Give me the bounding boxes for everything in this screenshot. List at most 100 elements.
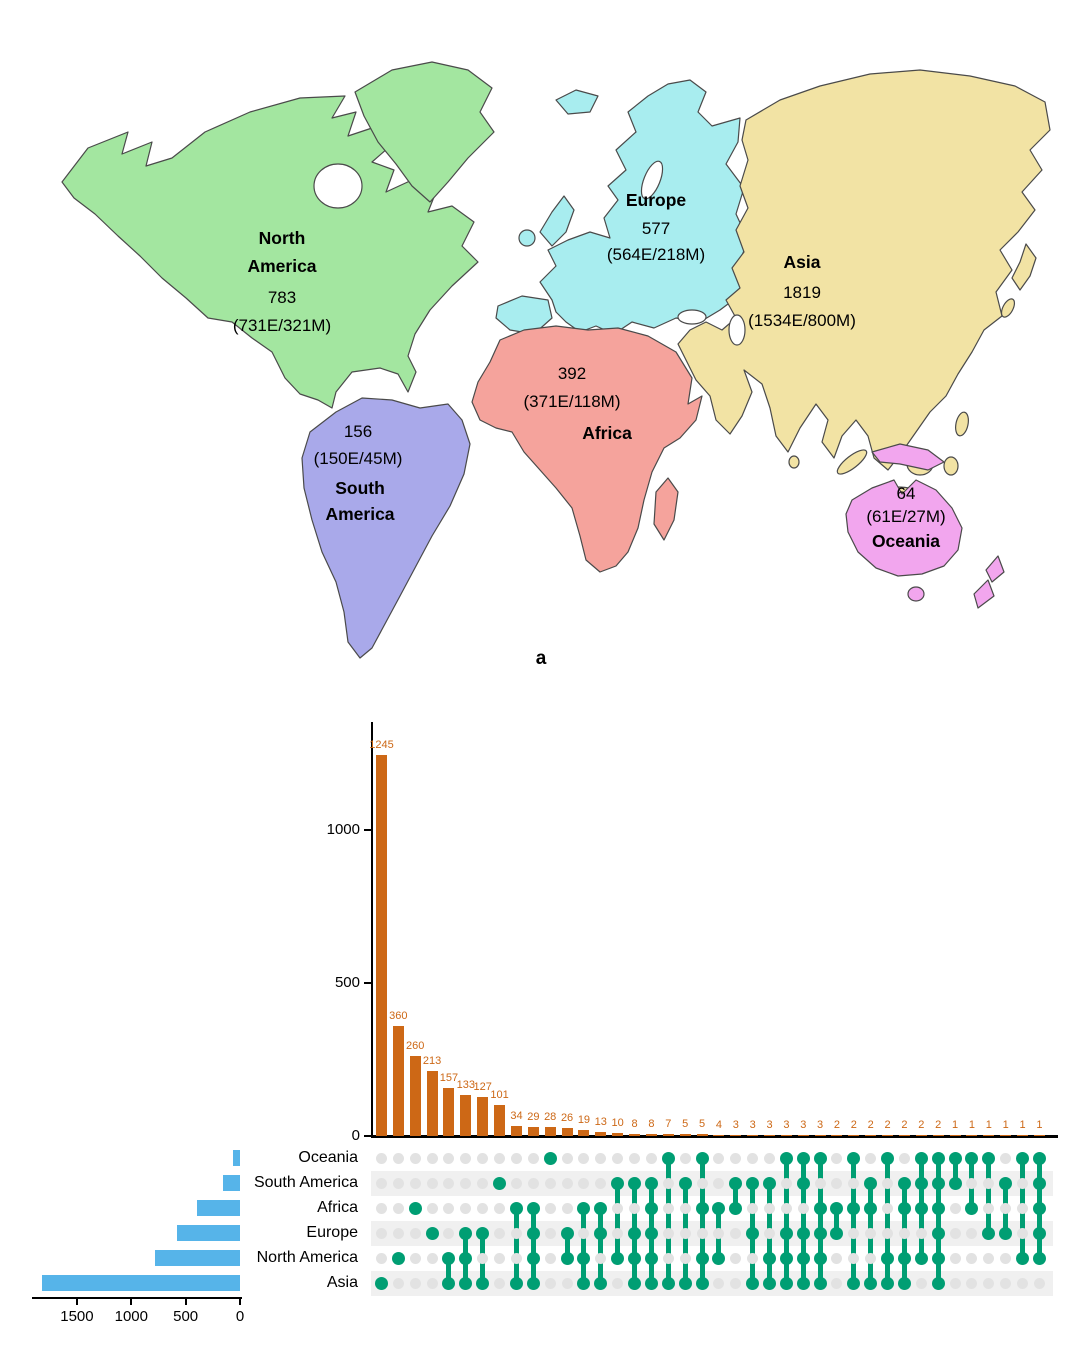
set-tick-mark <box>75 1299 78 1305</box>
matrix-dot <box>578 1177 590 1189</box>
island-nz-north <box>985 555 1005 583</box>
map-label-south-america-line-1: (150E/45M) <box>313 449 403 468</box>
matrix-dot-active <box>1032 1201 1046 1215</box>
matrix-dot <box>629 1202 641 1214</box>
matrix-dot <box>561 1202 573 1214</box>
matrix-dot <box>494 1252 506 1264</box>
matrix-dot-active <box>897 1201 911 1215</box>
matrix-dot-active <box>695 1276 709 1290</box>
matrix-connector <box>733 1183 739 1208</box>
upset-bar-value: 360 <box>389 1009 408 1022</box>
matrix-dot <box>949 1277 961 1289</box>
matrix-dot <box>696 1177 708 1189</box>
continent-south-america <box>301 397 471 659</box>
matrix-dot-active <box>779 1226 793 1240</box>
upset-bar-value: 2 <box>867 1118 874 1131</box>
matrix-dot <box>409 1227 421 1239</box>
upset-bar <box>477 1097 489 1136</box>
matrix-dot <box>679 1202 691 1214</box>
matrix-dot-active <box>408 1201 422 1215</box>
matrix-dot <box>831 1152 843 1164</box>
matrix-dot-active <box>678 1176 692 1190</box>
matrix-dot-active <box>914 1151 928 1165</box>
set-size-bar <box>233 1150 240 1166</box>
matrix-dot <box>477 1177 489 1189</box>
matrix-dot-active <box>813 1276 827 1290</box>
matrix-dot-active <box>476 1276 490 1290</box>
upset-bar-value: 1 <box>1019 1118 1026 1131</box>
upset-bar <box>696 1134 708 1136</box>
upset-bar-value: 28 <box>544 1111 557 1124</box>
matrix-dot-active <box>644 1201 658 1215</box>
upset-bar <box>561 1128 573 1136</box>
matrix-connector <box>834 1208 840 1233</box>
matrix-dot <box>1000 1277 1012 1289</box>
matrix-dot-active <box>813 1201 827 1215</box>
matrix-dot-active <box>830 1201 844 1215</box>
matrix-connector <box>783 1158 789 1283</box>
matrix-dot <box>1017 1227 1029 1239</box>
upset-plot: 0 500 1000 1245 360 260 213 157 133 127 101 34 29 28 2… <box>0 690 1080 1370</box>
matrix-dot <box>595 1177 607 1189</box>
y-tick-label: 1000 <box>326 821 360 838</box>
upset-bar-value: 7 <box>665 1117 672 1130</box>
matrix-dot <box>477 1152 489 1164</box>
upset-bar-value: 2 <box>833 1118 841 1131</box>
matrix-dot <box>1017 1202 1029 1214</box>
matrix-dot-active <box>847 1201 861 1215</box>
island-sumatra <box>836 449 868 475</box>
set-size-bar <box>177 1225 240 1241</box>
matrix-dot-active <box>526 1251 540 1265</box>
upset-bar <box>831 1134 843 1136</box>
matrix-dot <box>376 1252 387 1264</box>
upset-bar <box>595 1132 607 1136</box>
matrix-dot <box>409 1252 421 1264</box>
matrix-dot <box>1000 1252 1012 1264</box>
matrix-connector <box>817 1158 823 1283</box>
map-label-asia-line-0: Asia <box>783 252 821 272</box>
matrix-dot-active <box>796 1176 810 1190</box>
matrix-dot-active <box>746 1276 760 1290</box>
matrix-dot-active <box>628 1276 642 1290</box>
island-madagascar <box>653 477 679 541</box>
upset-bar-value: 260 <box>406 1040 425 1053</box>
island-britain <box>539 195 575 247</box>
matrix-dot-active <box>442 1276 456 1290</box>
matrix-dot-active <box>425 1226 439 1240</box>
matrix-connector <box>564 1233 570 1258</box>
matrix-dot <box>460 1177 472 1189</box>
upset-bar <box>882 1134 894 1136</box>
island-greenland <box>354 61 495 203</box>
upset-bar-value: 2 <box>850 1118 857 1131</box>
matrix-dot <box>409 1177 421 1189</box>
matrix-dot <box>848 1177 860 1189</box>
matrix-dot-active <box>661 1151 675 1165</box>
matrix-dot <box>713 1277 725 1289</box>
upset-bar <box>865 1134 877 1136</box>
matrix-dot <box>510 1252 522 1264</box>
upset-bar-value: 1245 <box>369 739 394 752</box>
matrix-dot <box>780 1202 792 1214</box>
upset-bar <box>915 1134 927 1136</box>
matrix-connector <box>952 1158 958 1183</box>
matrix-dot <box>645 1152 657 1164</box>
matrix-dot-active <box>965 1151 979 1165</box>
matrix-dot <box>679 1152 691 1164</box>
matrix-dot-active <box>796 1276 810 1290</box>
matrix-dot-active <box>948 1151 962 1165</box>
matrix-dot-active <box>881 1251 895 1265</box>
upset-bar-value: 157 <box>439 1071 459 1084</box>
matrix-dot-active <box>712 1251 726 1265</box>
matrix-dot <box>409 1277 421 1289</box>
matrix-dot <box>898 1152 910 1164</box>
matrix-dot-active <box>695 1151 709 1165</box>
continent-australia <box>845 479 963 577</box>
matrix-dot <box>662 1227 674 1239</box>
matrix-dot-active <box>644 1176 658 1190</box>
matrix-dot <box>561 1177 573 1189</box>
upset-bar <box>662 1133 674 1136</box>
matrix-dot <box>494 1202 506 1214</box>
matrix-dot <box>510 1152 522 1164</box>
island-philippines <box>955 411 969 437</box>
upset-bar-value: 3 <box>749 1118 756 1131</box>
